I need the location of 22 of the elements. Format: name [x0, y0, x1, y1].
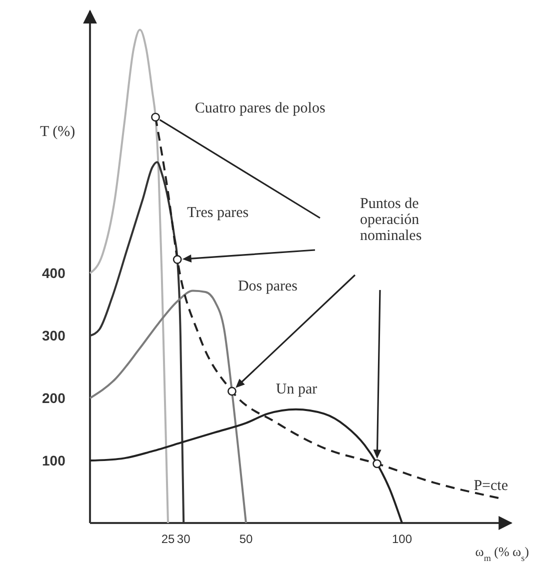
- point: [372, 459, 382, 468]
- y-tick-label: 300: [42, 328, 66, 344]
- y-tick-label: 400: [42, 265, 66, 282]
- line-series: [89, 28, 169, 524]
- point: [151, 112, 160, 122]
- series-label: Dos pares: [238, 278, 298, 295]
- series-label: Tres pares: [187, 205, 249, 222]
- series-label: Un par: [276, 381, 318, 398]
- y-tick-label: 200: [42, 390, 66, 406]
- x-tick-label: 30: [176, 532, 191, 546]
- x-axis-title: ω$_{m}$ (% ω$_{s}$): [475, 544, 529, 563]
- text: Cuatro pares de polos: [194, 100, 326, 117]
- x-tick-label: 100: [392, 532, 412, 546]
- y-tick-label: 100: [42, 452, 66, 469]
- point: [172, 255, 182, 264]
- y-axis-title: T (%): [40, 124, 76, 140]
- series-label: P=cte: [474, 478, 508, 494]
- x-tick-label: 50: [239, 532, 253, 546]
- line-series: [89, 290, 247, 524]
- x-tick-label: 25: [161, 532, 175, 546]
- annotation: Puntos de operación nominales: [360, 196, 422, 244]
- point: [228, 386, 236, 396]
